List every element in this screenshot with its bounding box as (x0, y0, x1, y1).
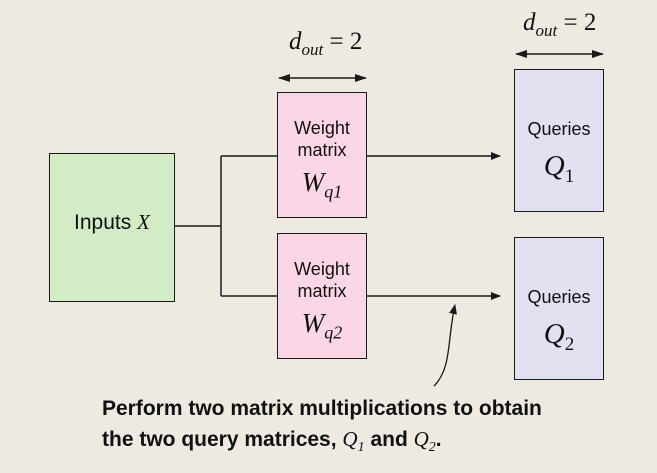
queries-q2-box: Queries Q2 (514, 237, 604, 380)
dim-label-weights: dout = 2 (289, 28, 363, 59)
weight-label: Weight (294, 259, 350, 279)
queries-q1-box: Queries Q1 (514, 69, 604, 212)
dim-label-queries: dout = 2 (523, 9, 597, 40)
caption-line-2: the two query matrices, Q1 and Q2. (102, 427, 442, 456)
inputs-label: Inputs X (74, 210, 150, 234)
inputs-box: Inputs X (49, 153, 175, 302)
weight-matrix-q1-box: Weight matrix Wq1 (277, 92, 367, 218)
weight-symbol: Wq1 (301, 167, 343, 202)
queries-label: Queries (527, 287, 591, 307)
query-symbol: Q1 (543, 150, 575, 187)
caption-line-1: Perform two matrix multiplications to ob… (102, 397, 542, 420)
queries-label: Queries (527, 119, 591, 139)
caption: Perform two matrix multiplications to ob… (102, 393, 542, 463)
caption-pointer (433, 304, 457, 387)
weight-label: Weight (294, 118, 350, 138)
matrix-label: matrix (297, 281, 347, 301)
matrix-label: matrix (297, 140, 347, 160)
weight-symbol: Wq2 (301, 308, 343, 343)
weight-matrix-q2-box: Weight matrix Wq2 (277, 233, 367, 359)
query-symbol: Q2 (543, 318, 575, 355)
